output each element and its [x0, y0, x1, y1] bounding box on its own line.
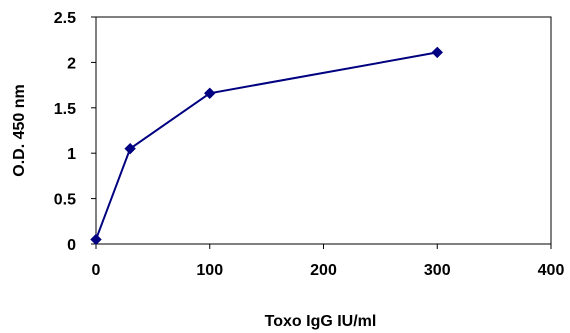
x-tick-label: 100 — [196, 262, 223, 279]
y-axis-ticks: 0 0.5 1 1.5 2 2.5 — [54, 10, 96, 254]
series-layer — [90, 46, 443, 246]
x-tick-label: 400 — [538, 262, 565, 279]
x-tick-label: 0 — [92, 262, 101, 279]
x-axis-ticks: 0 100 200 300 400 — [92, 244, 565, 279]
y-tick-label: 0 — [67, 237, 76, 254]
y-tick-label: 2 — [67, 55, 76, 72]
plot-frame — [95, 16, 552, 245]
data-point-diamond — [90, 233, 102, 246]
series-line — [95, 51, 438, 240]
y-tick-label: 1.5 — [54, 101, 76, 118]
y-tick-label: 2.5 — [54, 10, 76, 27]
data-point-diamond — [431, 46, 443, 59]
y-tick-label: 1 — [67, 146, 76, 163]
x-axis-title: Toxo IgG IU/ml — [265, 313, 377, 330]
data-point-diamond — [204, 87, 216, 99]
y-tick-label: 0.5 — [54, 192, 76, 209]
data-point-diamond — [124, 142, 136, 155]
x-tick-label: 200 — [310, 262, 337, 279]
x-tick-label: 300 — [424, 262, 451, 279]
plot-border — [95, 16, 552, 245]
y-axis-title: O.D. 450 nm — [11, 84, 28, 176]
